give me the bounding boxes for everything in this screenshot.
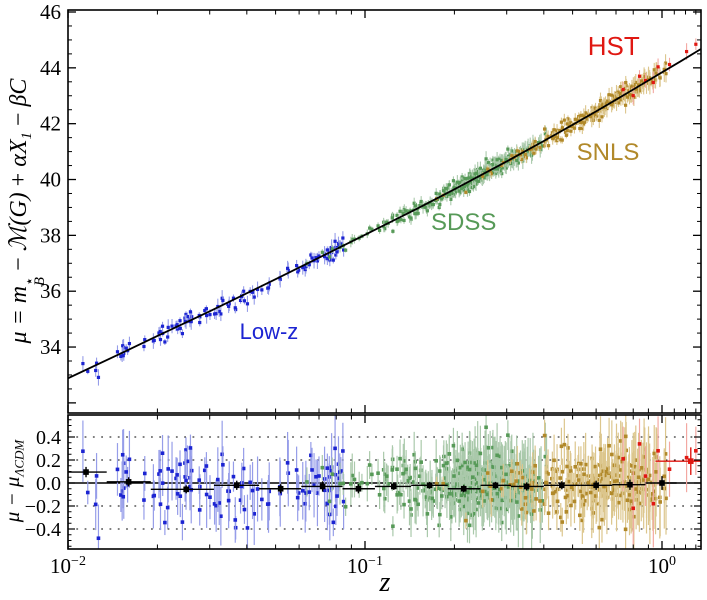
binned-residual-point <box>659 480 665 486</box>
residual-ytick-label: 0.0 <box>36 473 61 495</box>
main-ytick-label: 46 <box>40 0 61 24</box>
main-ytick-label: 44 <box>40 56 62 80</box>
main-y-axis-label: μ = m ⋆ B − ℳ(G) + αX1 − βC <box>4 78 49 344</box>
xtick-label: 100 <box>648 554 676 578</box>
residual-ytick-label: −0.4 <box>25 519 61 541</box>
main-ytick-label: 36 <box>40 279 61 303</box>
binned-residual-point <box>355 485 362 492</box>
tick-labels: 34 36 38 40 42 44 46 0.40.20.0−0.2−0.4 10−2 10−1 1… <box>25 0 676 578</box>
binned-residual-point <box>559 482 565 489</box>
main-ytick-label: 34 <box>40 335 62 359</box>
binned-residual-point <box>426 482 433 489</box>
main-ytick-label: 42 <box>40 112 61 136</box>
lcdm-best-fit-curve <box>68 48 701 380</box>
binned-residual-point <box>233 482 240 489</box>
main-ytick-label: 38 <box>40 223 61 247</box>
survey-label-sdss: SDSS <box>431 208 497 236</box>
main-panel-data <box>68 38 701 386</box>
xtick-label: 10−2 <box>50 554 86 578</box>
binned-residual-point <box>277 485 284 492</box>
survey-label-snls: SNLS <box>576 138 640 166</box>
binned-residual-point <box>125 479 132 485</box>
residual-ytick-label: −0.2 <box>25 496 61 518</box>
binned-residual-point <box>627 481 633 488</box>
x-axis-label: z <box>379 567 391 598</box>
residual-panel-data <box>68 415 701 549</box>
binned-residual-point <box>593 482 599 489</box>
residual-ytick-label: 0.4 <box>36 427 61 449</box>
residual-panel-frame <box>67 414 702 550</box>
binned-residual-point <box>390 483 397 490</box>
survey-label-lowz: Low-z <box>239 318 299 344</box>
binned-residual-point <box>183 486 189 493</box>
main-panel-frame <box>67 9 702 414</box>
xtick-label: 10−1 <box>347 554 383 578</box>
main-ytick-label: 40 <box>40 168 61 192</box>
binned-residual-point <box>83 469 89 475</box>
axis-ticks <box>67 10 701 549</box>
binned-residual-point <box>687 458 694 464</box>
residual-y-axis-label: μ − μΛCDM <box>0 439 27 523</box>
residual-ytick-label: 0.2 <box>36 450 61 472</box>
binned-residual-point <box>492 482 499 489</box>
binned-residual-point <box>319 483 326 490</box>
binned-residual-point <box>523 483 530 490</box>
survey-label-hst: HST <box>587 31 640 62</box>
binned-residual-point <box>460 485 467 492</box>
